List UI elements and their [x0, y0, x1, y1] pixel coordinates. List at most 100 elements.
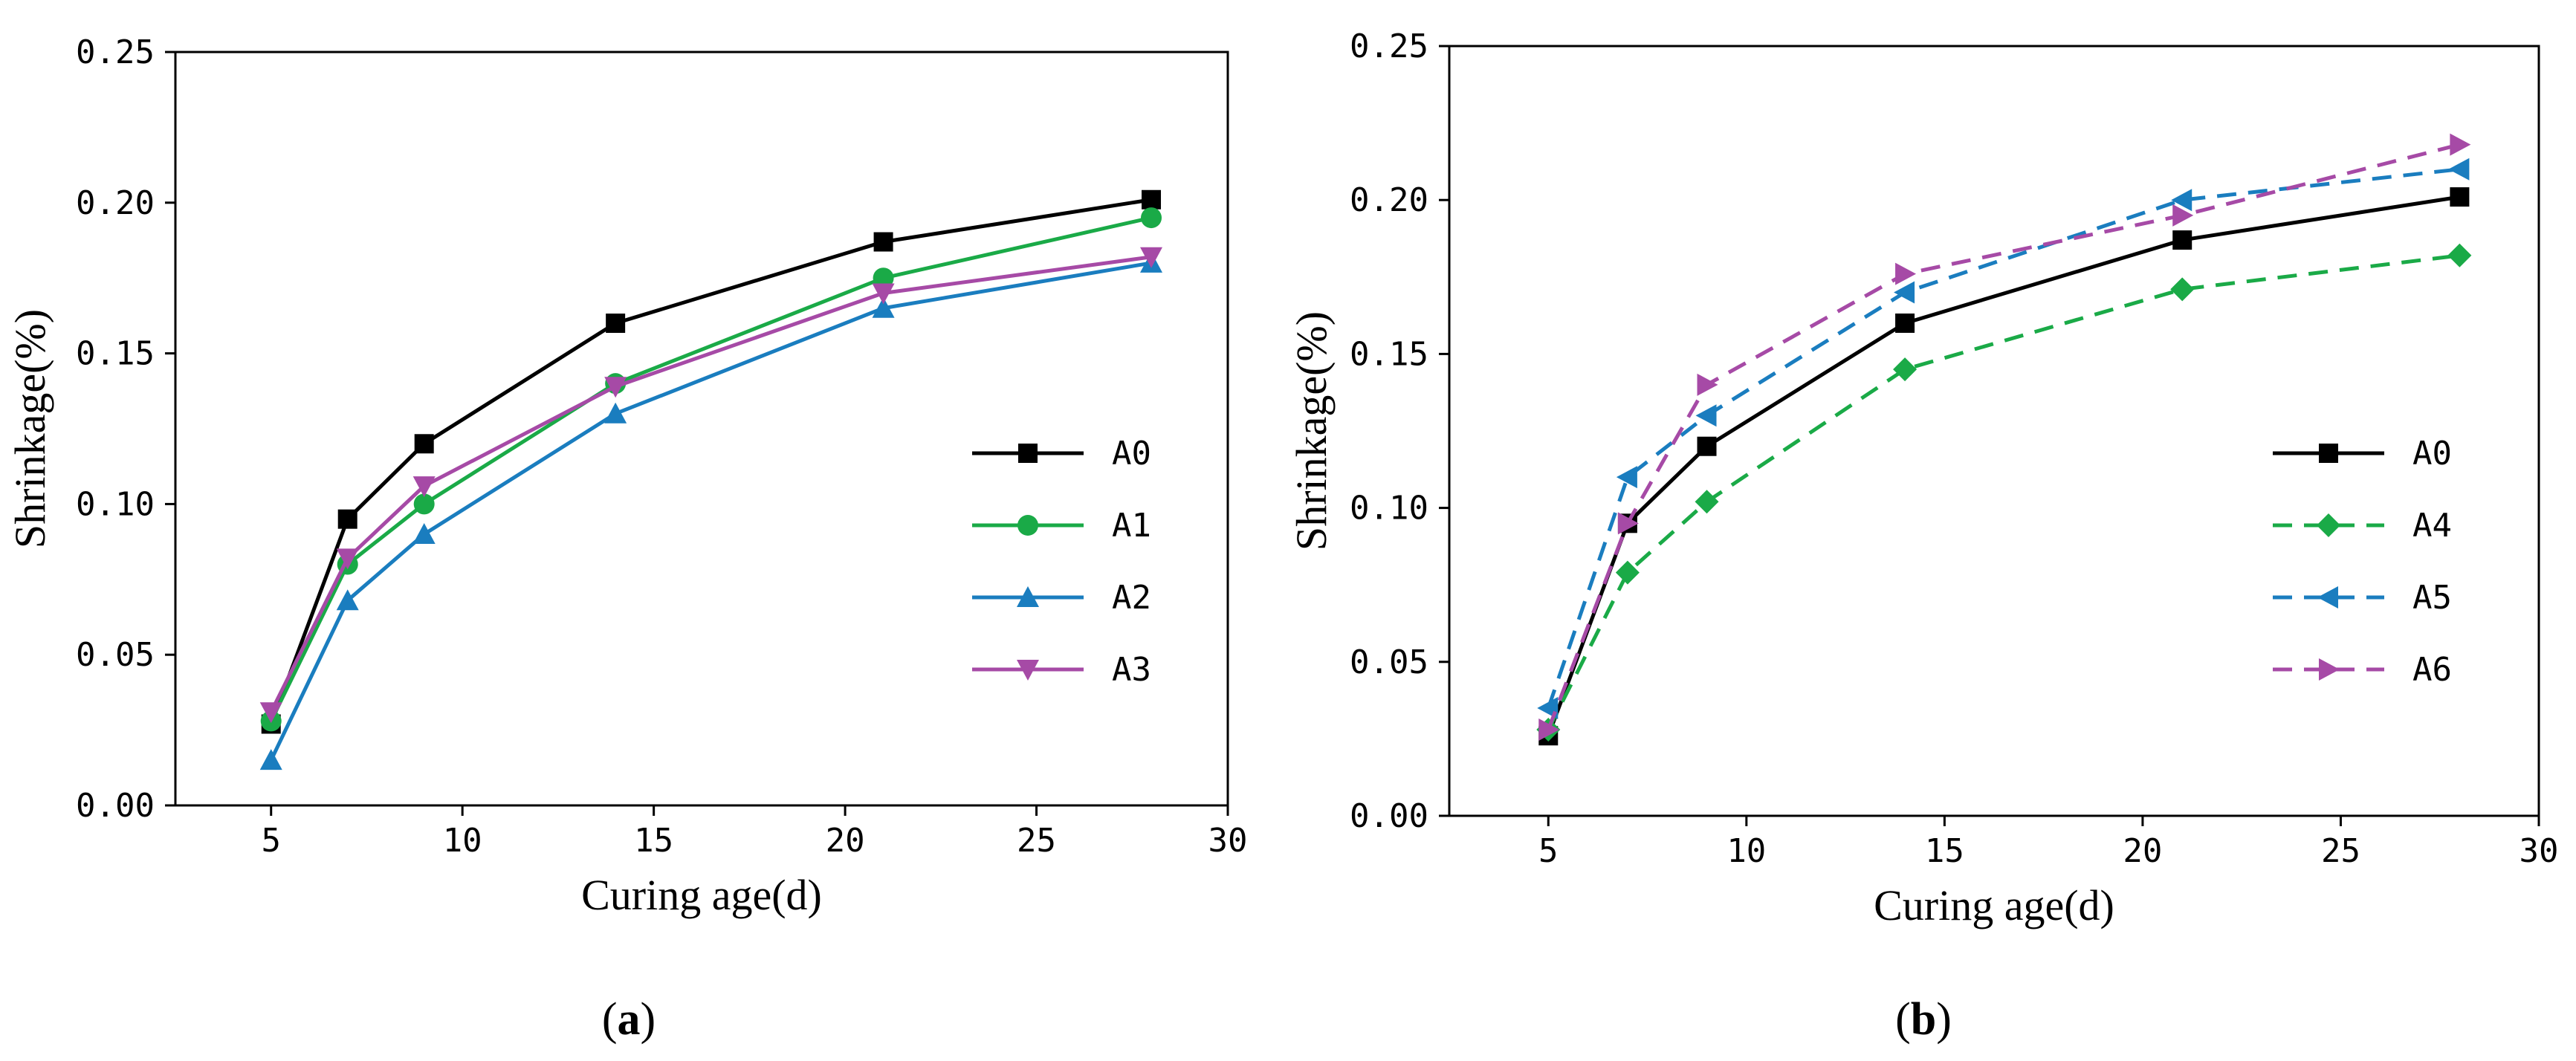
data-point-a6 — [1895, 262, 1917, 285]
data-point-a1 — [1141, 207, 1162, 229]
chart-panel-b: 5 10 15 20 25 30 0.00 0.05 0.10 0.15 0.20 0.25 Curin… — [1287, 27, 2559, 1045]
legend-marker-a1 — [1017, 515, 1038, 536]
x-axis-title: Curing age(d) — [1874, 881, 2114, 929]
legend-label-a5: A5 — [2412, 579, 2452, 617]
series-line-a3 — [269, 255, 1152, 713]
legend-label-a3: A3 — [1112, 651, 1151, 689]
legend-marker-a5 — [2317, 586, 2338, 609]
y-axis-title: Shrinkage(%) — [6, 309, 54, 548]
y-tick-label: 0.15 — [76, 335, 155, 373]
data-point-a5 — [1616, 466, 1637, 489]
legend-marker-a0 — [1018, 444, 1038, 463]
y-tick-label: 0.20 — [76, 184, 155, 222]
data-point-a0 — [1895, 313, 1915, 333]
panel-label-open-paren: ( — [1895, 994, 1911, 1045]
data-point-a4 — [1893, 357, 1918, 382]
data-point-a3 — [1140, 247, 1163, 268]
data-point-a0 — [606, 314, 626, 334]
x-tick-label: 5 — [1538, 832, 1559, 870]
plot-frame — [1448, 45, 2540, 817]
series-line-a0 — [1546, 195, 2460, 737]
legend-label-a1: A1 — [1112, 507, 1151, 545]
x-tick-label: 15 — [634, 822, 673, 860]
panel-label: (b) — [1895, 994, 1952, 1045]
x-tick-label: 25 — [2321, 832, 2360, 870]
data-point-a2 — [412, 522, 436, 544]
x-tick-label: 10 — [443, 822, 482, 860]
legend-marker-a3 — [1017, 660, 1039, 681]
data-point-a0 — [1142, 189, 1162, 210]
x-tick-label: 15 — [1925, 832, 1964, 870]
data-point-a6 — [1617, 512, 1639, 535]
x-tick-label: 10 — [1726, 832, 1766, 870]
y-tick-label: 0.05 — [1350, 643, 1428, 681]
data-point-a0 — [337, 509, 357, 529]
data-point-a5 — [2171, 189, 2192, 212]
panel-label-letter: a — [618, 994, 641, 1045]
y-tick-label: 0.00 — [76, 787, 155, 825]
panel-label-close-paren: ) — [641, 994, 656, 1045]
legend-label-a0: A0 — [1112, 435, 1151, 473]
data-point-a1 — [413, 493, 435, 515]
data-point-a4 — [1615, 560, 1640, 585]
data-point-a3 — [604, 377, 627, 398]
legend-marker-a4 — [2317, 513, 2340, 537]
legend-label-a6: A6 — [2412, 651, 2452, 689]
x-tick-label: 20 — [826, 822, 865, 860]
data-point-a6 — [2450, 133, 2471, 156]
series-line-a2 — [269, 261, 1152, 762]
data-point-a5 — [2448, 158, 2470, 181]
series-line-a4 — [1547, 253, 2460, 731]
data-point-a2 — [872, 296, 895, 318]
data-point-a6 — [1697, 373, 1718, 396]
y-tick-label: 0.10 — [76, 485, 155, 523]
legend-label-a4: A4 — [2412, 507, 2452, 545]
series-line-a1 — [269, 215, 1152, 722]
chart-panel-a: 5 10 15 20 25 30 0.00 0.05 0.10 0.15 0.20 0.25 Curin… — [6, 33, 1248, 1045]
x-tick-label: 30 — [1208, 822, 1248, 860]
data-point-a2 — [604, 402, 627, 424]
x-tick-label: 20 — [2123, 832, 2162, 870]
data-point-a2 — [336, 589, 359, 611]
legend-label-a2: A2 — [1112, 579, 1151, 617]
series-line-a0 — [269, 198, 1152, 725]
data-point-a0 — [2450, 187, 2470, 207]
data-point-a0 — [2172, 230, 2192, 250]
panel-label-open-paren: ( — [602, 994, 618, 1045]
series-line-a6 — [1546, 143, 2461, 730]
legend-marker-a2 — [1017, 586, 1039, 607]
data-point-a4 — [1695, 490, 1719, 514]
data-point-a3 — [412, 476, 436, 498]
data-point-a1 — [873, 267, 894, 289]
data-point-a0 — [414, 434, 434, 454]
y-axis-title: Shrinkage(%) — [1287, 311, 1336, 551]
x-tick-label: 25 — [1017, 822, 1056, 860]
x-tick-label: 30 — [2520, 832, 2559, 870]
panel-label: (a) — [602, 994, 656, 1045]
plot-frame — [174, 51, 1229, 807]
y-tick-label: 0.25 — [1350, 27, 1428, 65]
data-point-a0 — [873, 232, 893, 252]
legend-marker-a6 — [2319, 658, 2340, 681]
y-tick-label: 0.20 — [1350, 181, 1428, 219]
data-point-a5 — [1894, 281, 1915, 304]
panel-label-close-paren: ) — [1936, 994, 1952, 1045]
data-point-a2 — [259, 749, 282, 770]
data-point-a3 — [872, 283, 895, 305]
y-tick-label: 0.25 — [76, 33, 155, 71]
y-tick-label: 0.15 — [1350, 335, 1428, 373]
data-point-a3 — [336, 548, 359, 570]
data-point-a4 — [2170, 277, 2195, 302]
legend-label-a0: A0 — [2412, 435, 2452, 473]
y-tick-label: 0.00 — [1350, 797, 1428, 835]
panel-label-letter: b — [1911, 994, 1936, 1045]
x-tick-label: 5 — [261, 822, 281, 860]
data-point-a0 — [1697, 436, 1717, 456]
data-point-a6 — [2172, 204, 2194, 227]
data-point-a4 — [2447, 243, 2472, 267]
y-tick-label: 0.10 — [1350, 490, 1428, 528]
data-point-a3 — [259, 702, 282, 724]
x-axis-title: Curing age(d) — [581, 871, 822, 919]
legend-marker-a0 — [2319, 444, 2338, 463]
y-tick-label: 0.05 — [76, 636, 155, 674]
